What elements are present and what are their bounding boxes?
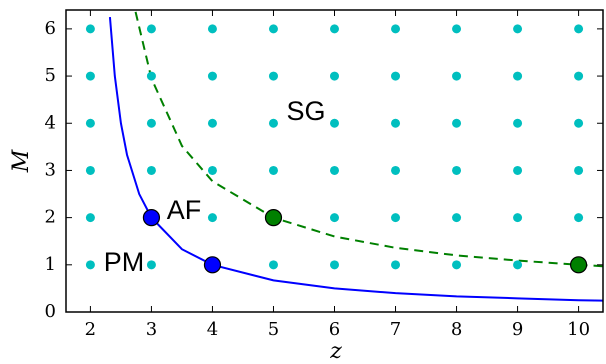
- grid-dot: [85, 71, 95, 81]
- grid-dot: [391, 260, 401, 270]
- x-tick-label: 7: [390, 319, 401, 340]
- grid-dot: [391, 165, 401, 175]
- grid-dot: [513, 118, 523, 128]
- x-tick-label: 10: [567, 319, 590, 340]
- grid-dot: [85, 165, 95, 175]
- grid-dot: [85, 213, 95, 223]
- y-tick-label: 4: [45, 112, 56, 133]
- phase-point: [142, 209, 161, 227]
- grid-dot: [452, 118, 462, 128]
- grid-dot: [513, 213, 523, 223]
- grid-dot: [452, 165, 462, 175]
- y-tick-label: 6: [45, 18, 56, 39]
- grid-dot: [513, 260, 523, 270]
- grid-dot: [207, 24, 217, 34]
- grid-dot: [574, 213, 584, 223]
- y-axis-label: M: [9, 149, 34, 173]
- y-tick-label: 1: [45, 254, 56, 275]
- x-tick-label: 9: [512, 319, 523, 340]
- y-tick-label: 0: [45, 301, 56, 322]
- y-tick-label: 3: [45, 159, 56, 180]
- grid-dot: [330, 165, 339, 175]
- grid-dot: [146, 118, 156, 128]
- annotation: AF: [167, 195, 202, 225]
- x-tick-label: 6: [329, 319, 340, 340]
- grid-dot: [574, 165, 584, 175]
- grid-dot: [513, 71, 523, 81]
- grid-dot: [330, 24, 339, 34]
- grid-dot: [268, 165, 278, 175]
- grid-dot: [452, 213, 462, 223]
- grid-dot: [207, 118, 217, 128]
- grid-dot: [268, 260, 278, 270]
- x-tick-label: 2: [85, 319, 96, 340]
- x-tick-label: 3: [146, 319, 157, 340]
- y-tick-label: 2: [45, 207, 56, 228]
- points: [85, 24, 588, 274]
- grid-dot: [330, 213, 339, 223]
- grid-dot: [268, 71, 278, 81]
- grid-dot: [207, 165, 217, 175]
- annotation: SG: [286, 96, 325, 126]
- x-axis-label: z: [329, 339, 342, 364]
- grid-dot: [268, 118, 278, 128]
- x-tick-label: 8: [451, 319, 462, 340]
- grid-dot: [513, 24, 523, 34]
- grid-dot: [391, 118, 401, 128]
- curve: [134, 11, 603, 268]
- phase-point: [569, 256, 588, 274]
- grid-dot: [574, 71, 584, 81]
- grid-dot: [146, 71, 156, 81]
- grid-dot: [85, 24, 95, 34]
- x-tick-label: 4: [207, 319, 218, 340]
- grid-dot: [452, 260, 462, 270]
- phase-point: [264, 209, 283, 227]
- grid-dot: [574, 118, 584, 128]
- grid-dot: [391, 24, 401, 34]
- grid-dot: [146, 260, 156, 270]
- grid-dot: [146, 24, 156, 34]
- grid-dot: [452, 24, 462, 34]
- grid-dot: [85, 260, 95, 270]
- grid-dot: [452, 71, 462, 81]
- grid-dot: [207, 213, 217, 223]
- grid-dot: [391, 71, 401, 81]
- annotation: PM: [104, 247, 145, 277]
- y-tick-label: 5: [45, 65, 56, 86]
- grid-dot: [513, 165, 523, 175]
- grid-dot: [85, 118, 95, 128]
- grid-dot: [268, 24, 278, 34]
- grid-dot: [391, 213, 401, 223]
- phase-point: [203, 256, 222, 274]
- grid-dot: [574, 24, 584, 34]
- grid-dot: [207, 71, 217, 81]
- x-tick-label: 5: [268, 319, 279, 340]
- grid-dot: [146, 165, 156, 175]
- grid-dot: [330, 71, 339, 81]
- grid-dot: [330, 118, 339, 128]
- grid-dot: [330, 260, 339, 270]
